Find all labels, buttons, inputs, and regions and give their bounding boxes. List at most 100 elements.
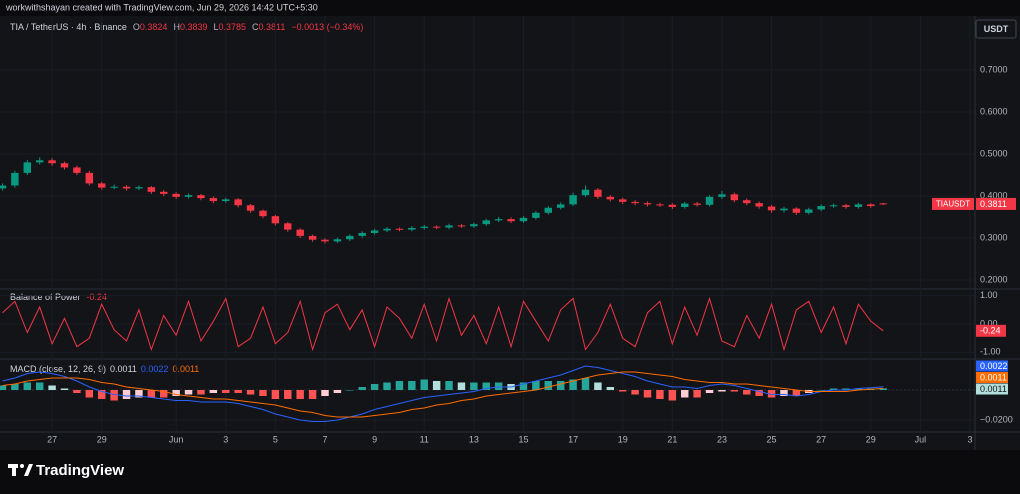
x-tick-label: 13 (469, 434, 479, 444)
macd-legend: MACD (close, 12, 26, 9) 0.0011 0.0022 0.001… (10, 364, 199, 374)
candle-body (271, 216, 280, 224)
histogram-bar (321, 390, 329, 396)
histogram-bar (234, 390, 242, 393)
histogram-bar (308, 390, 317, 399)
currency[interactable]: USDT (984, 24, 1009, 34)
histogram-bar (147, 390, 156, 398)
x-tick-label: 15 (518, 434, 528, 444)
candle-body (618, 199, 627, 202)
legend-key: L (213, 22, 218, 32)
candle-body (135, 187, 143, 189)
histogram-bar (817, 390, 825, 391)
histogram-bar (569, 379, 577, 390)
currency-box[interactable] (975, 19, 1017, 39)
histogram-bar (246, 390, 255, 395)
histogram-bar (122, 390, 131, 399)
histogram-bar (346, 390, 354, 391)
y-tick-label: 0.00 (980, 318, 998, 328)
histogram-bar (408, 381, 416, 390)
legend-key: O (133, 22, 140, 32)
candle-body (532, 212, 540, 218)
histogram-bar (842, 388, 850, 390)
histogram-bar (395, 381, 404, 390)
candle-body (482, 220, 490, 225)
candle-body (805, 209, 813, 213)
candle-body (184, 195, 193, 197)
histogram-value-box (976, 383, 1008, 395)
histogram-bar (259, 390, 267, 396)
chart-area (0, 16, 1020, 450)
histogram-bar (209, 390, 218, 393)
candle-body (718, 194, 726, 197)
candle-body (160, 191, 168, 194)
y-tick-label: 0.5000 (980, 148, 1008, 158)
candle-body (420, 226, 428, 228)
histogram-bar (110, 390, 118, 401)
histogram-bar (370, 384, 379, 390)
macd-line (2, 365, 884, 422)
candle-body (693, 203, 701, 205)
candle-body (383, 228, 391, 231)
candle-body (284, 223, 292, 230)
histogram-bar (532, 381, 540, 390)
histogram-bar (743, 390, 751, 395)
x-tick-label: 29 (97, 434, 107, 444)
candle-body (147, 187, 156, 192)
candle-body (73, 167, 81, 173)
histogram-bar (11, 384, 19, 390)
histogram-bar (792, 390, 801, 396)
histogram-bar (296, 390, 304, 399)
candle-body (792, 208, 801, 213)
brand: TradingView (36, 462, 124, 479)
legend-signal: 0.0011 (172, 364, 199, 374)
candle-body (172, 193, 180, 197)
candle-body (631, 201, 639, 204)
histogram-bar (879, 388, 887, 390)
x-tick-label: 9 (372, 434, 377, 444)
histogram-bar (85, 390, 94, 398)
x-tick-label: 7 (322, 434, 327, 444)
histogram-bar (48, 385, 56, 390)
histogram-bar (470, 382, 478, 390)
candle-body (35, 160, 44, 163)
histogram-bar (457, 382, 466, 390)
candle-body (333, 239, 342, 242)
histogram-bar (97, 390, 106, 399)
candle-body (730, 194, 739, 201)
candle-body (346, 235, 354, 240)
candle-body (705, 196, 714, 205)
histogram-bar (718, 390, 726, 392)
price-legend: TIA / TetherUS · 4h · Binance O0.3824 H0.3… (10, 22, 363, 32)
candle-body (395, 228, 404, 230)
legend-value: 0.3824 (140, 22, 168, 32)
histogram-bar (160, 390, 168, 398)
histogram-bar (705, 390, 714, 393)
histogram-bar (172, 390, 180, 396)
y-tick-label: 0.6000 (980, 106, 1008, 116)
x-tick-label: 23 (717, 434, 727, 444)
histogram-bar (594, 382, 602, 390)
histogram-bar (35, 382, 44, 390)
histogram-bar (829, 388, 838, 390)
candle-body (581, 189, 590, 196)
legend-key: C (252, 22, 259, 32)
histogram-bar (445, 381, 453, 390)
histogram-bar (60, 388, 69, 390)
histogram-bar (656, 390, 664, 399)
histogram-bar (333, 390, 342, 393)
candle-body (494, 219, 503, 221)
histogram-bar (383, 382, 391, 390)
candle-body (470, 224, 478, 227)
candle-body (408, 227, 416, 230)
histogram-bar (0, 385, 7, 390)
histogram-bar (631, 390, 639, 395)
candle-body (445, 225, 453, 228)
candle-body (457, 225, 466, 227)
candle-body (97, 183, 106, 188)
candle-body (879, 203, 887, 205)
x-tick-label: 17 (568, 434, 578, 444)
candle-body (594, 189, 602, 197)
symbol-label: TIAUSDT (936, 200, 970, 209)
histogram-bar (643, 390, 652, 398)
